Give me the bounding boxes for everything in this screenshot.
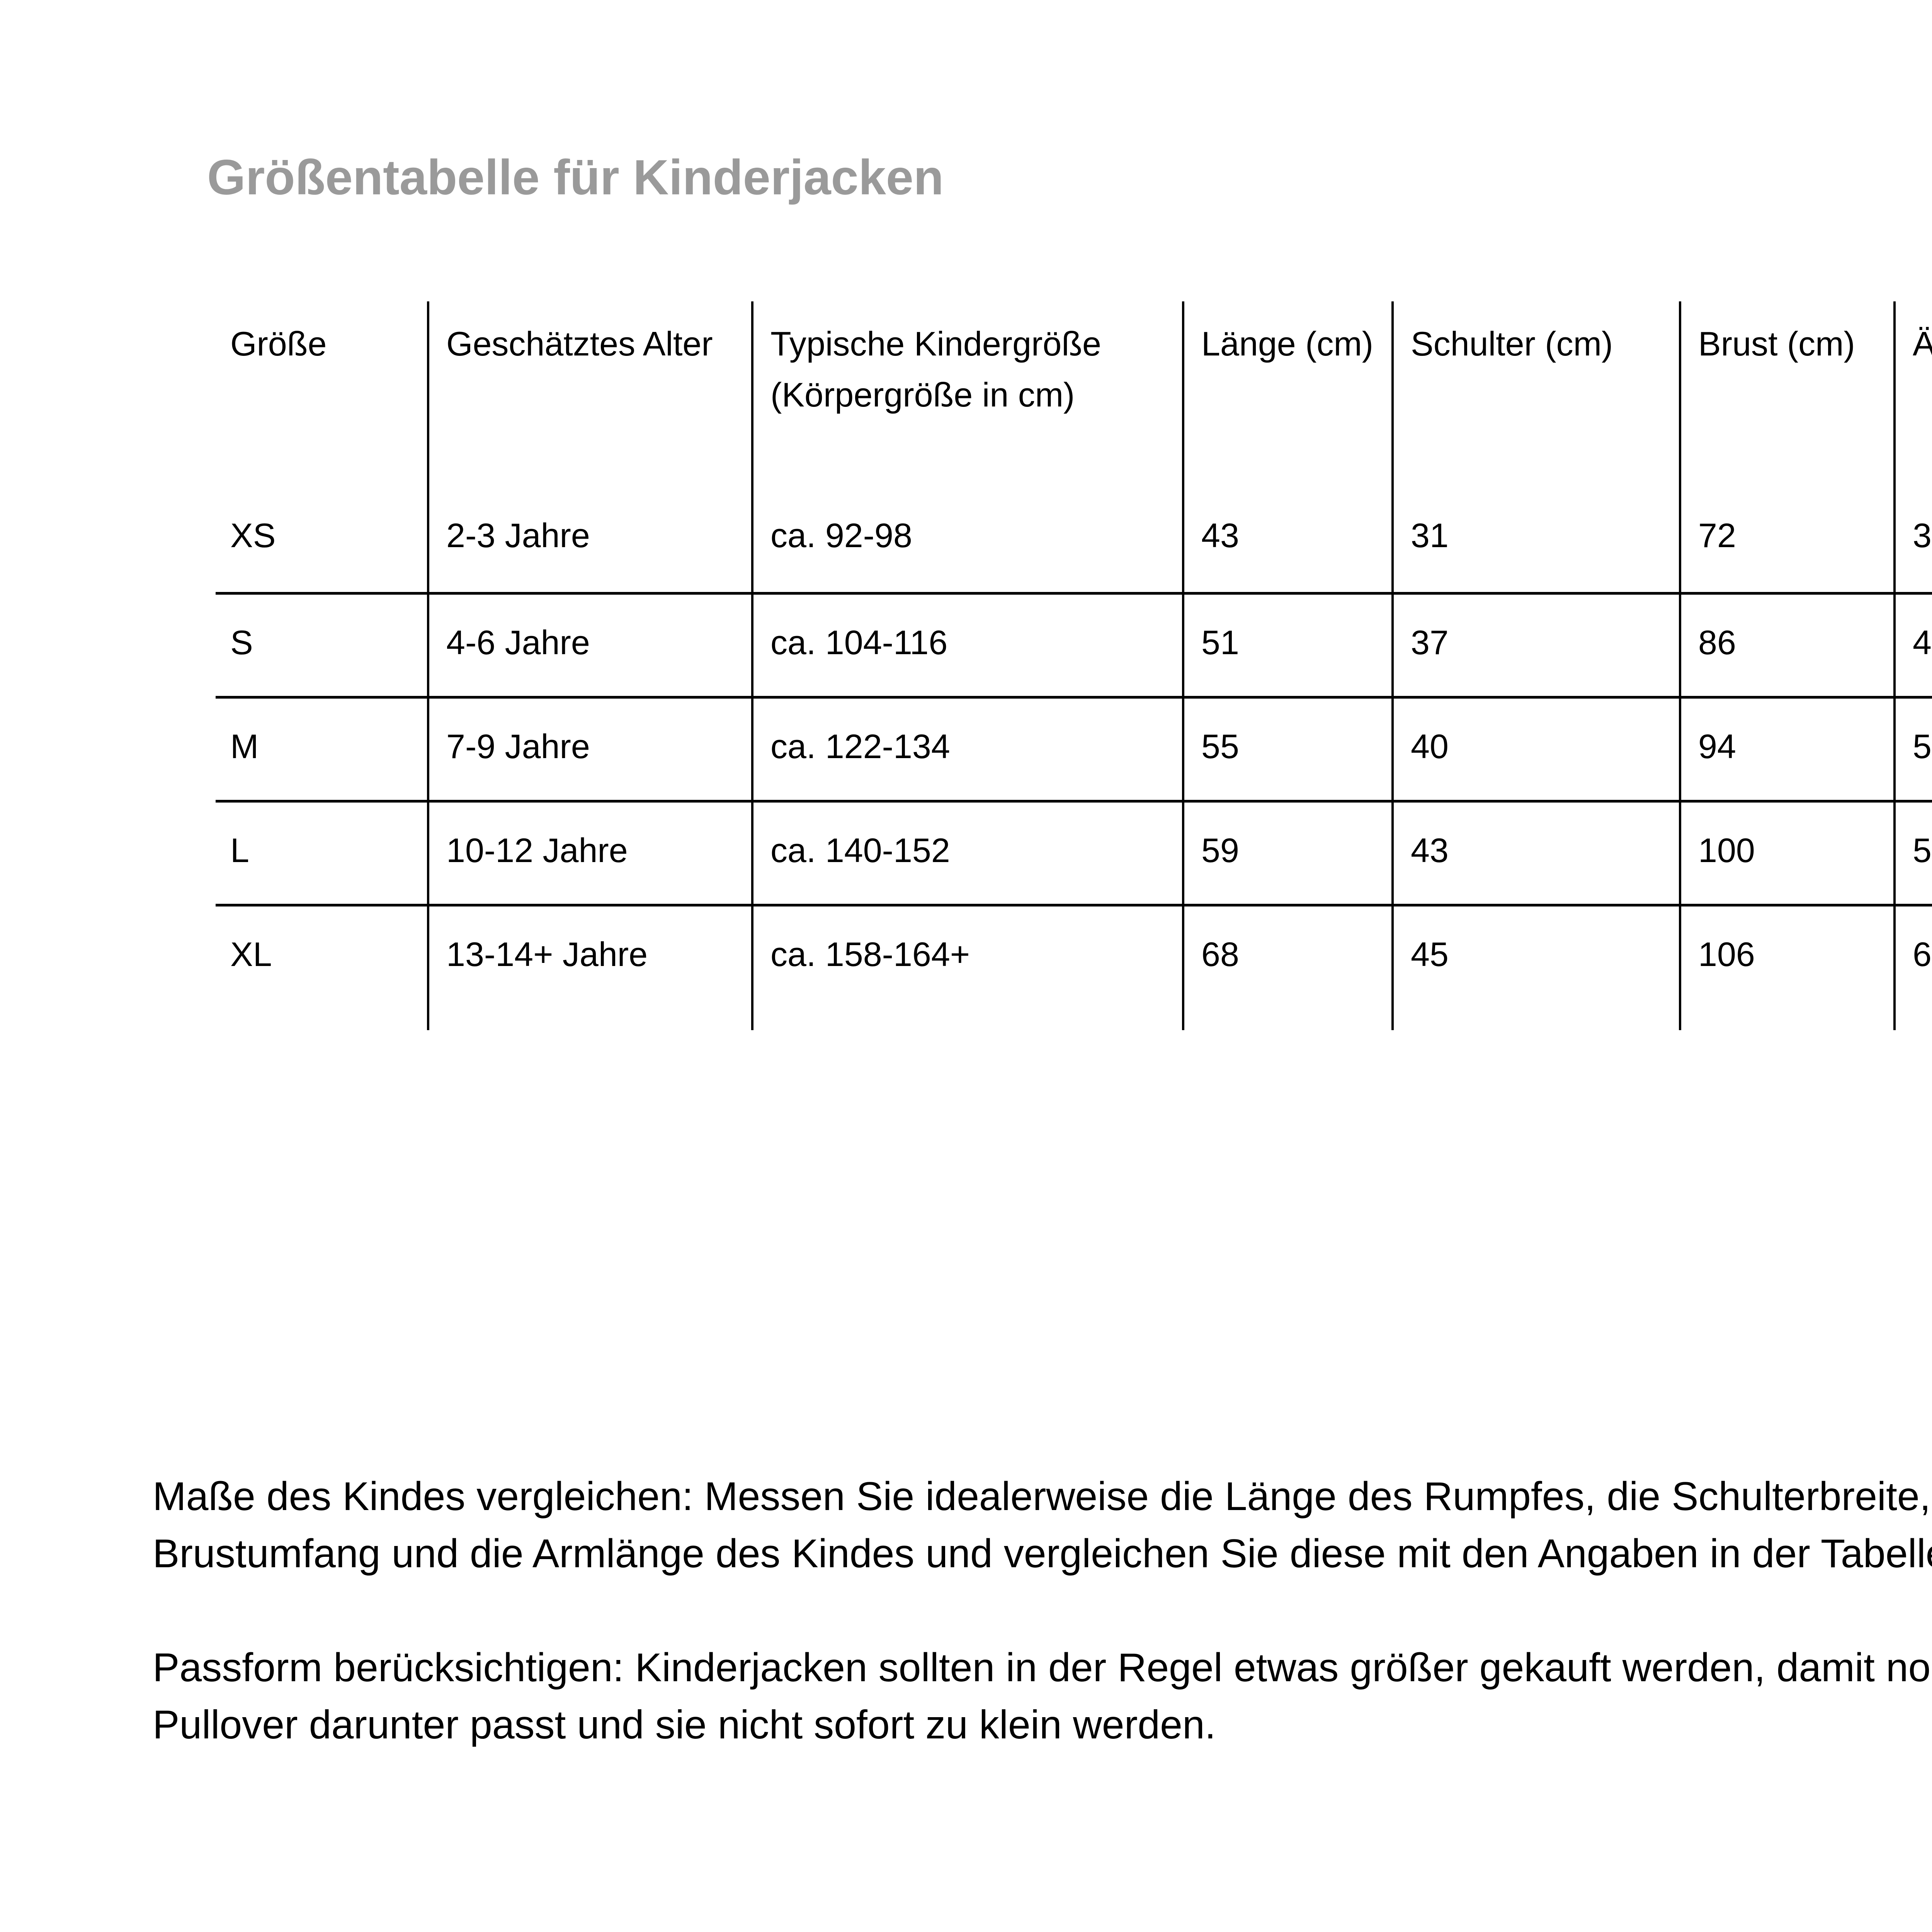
cell-length: 51: [1182, 592, 1393, 697]
note-fit-advice: Passform berücksichtigen: Kinderjacken s…: [153, 1645, 1932, 1748]
cell-chest: 72: [1679, 482, 1895, 594]
cell-height: ca. 122-134: [751, 696, 1183, 801]
column-header-size: Größe: [230, 325, 327, 363]
table-row: L 10-12 Jahre ca. 140-152 59 43 100 53: [216, 800, 1932, 905]
table-header-row: Größe Geschätztes Alter Typische Kinderg…: [216, 301, 1932, 482]
cell-sleeve: 53: [1893, 800, 1932, 905]
cell-chest: 86: [1679, 592, 1895, 697]
cell-age: 7-9 Jahre: [427, 696, 752, 801]
cell-shoulder: 43: [1391, 800, 1680, 905]
column-header-age: Geschätztes Alter: [427, 301, 752, 482]
cell-sleeve: 66: [1893, 904, 1932, 1030]
cell-height: ca. 140-152: [751, 800, 1183, 905]
table-row: XS 2-3 Jahre ca. 92-98 43 31 72 38: [216, 482, 1932, 594]
cell-size: M: [216, 696, 428, 801]
table-row: XL 13-14+ Jahre ca. 158-164+ 68 45 106 6…: [216, 904, 1932, 1030]
cell-sleeve: 50: [1893, 696, 1932, 801]
column-header-sleeve: Ärmel (cm): [1893, 301, 1932, 482]
notes-section: Maße des Kindes vergleichen: Messen Sie …: [153, 1468, 1932, 1754]
cell-age: 13-14+ Jahre: [427, 904, 752, 1030]
cell-size: XS: [230, 516, 276, 554]
table-row: S 4-6 Jahre ca. 104-116 51 37 86 46: [216, 592, 1932, 697]
column-header-chest: Brust (cm): [1679, 301, 1895, 482]
cell-height: ca. 92-98: [751, 482, 1183, 594]
cell-sleeve: 46: [1893, 592, 1932, 697]
column-header-length: Länge (cm): [1182, 301, 1393, 482]
table-header: Größe Geschätztes Alter Typische Kinderg…: [216, 301, 1932, 482]
cell-size: XL: [216, 904, 428, 1030]
cell-size: S: [216, 592, 428, 697]
cell-height: ca. 104-116: [751, 592, 1183, 697]
cell-shoulder: 45: [1391, 904, 1680, 1030]
cell-shoulder: 37: [1391, 592, 1680, 697]
column-header-height: Typische Kindergröße (Körpergröße in cm): [751, 301, 1183, 482]
page-title: Größentabelle für Kinderjacken: [207, 150, 944, 205]
table-body: XS 2-3 Jahre ca. 92-98 43 31 72 38 S 4-6…: [216, 482, 1932, 1030]
cell-sleeve: 38: [1893, 482, 1932, 594]
cell-chest: 94: [1679, 696, 1895, 801]
table-row: M 7-9 Jahre ca. 122-134 55 40 94 50: [216, 696, 1932, 801]
cell-size: L: [216, 800, 428, 905]
note-measure-child: Maße des Kindes vergleichen: Messen Sie …: [153, 1474, 1932, 1576]
cell-length: 68: [1182, 904, 1393, 1030]
size-chart-table: Größe Geschätztes Alter Typische Kinderg…: [216, 301, 1932, 1030]
cell-chest: 106: [1679, 904, 1895, 1030]
cell-age: 10-12 Jahre: [427, 800, 752, 905]
cell-length: 43: [1182, 482, 1393, 594]
cell-chest: 100: [1679, 800, 1895, 905]
cell-length: 59: [1182, 800, 1393, 905]
cell-length: 55: [1182, 696, 1393, 801]
cell-height: ca. 158-164+: [751, 904, 1183, 1030]
column-header-shoulder: Schulter (cm): [1391, 301, 1680, 482]
cell-shoulder: 31: [1391, 482, 1680, 594]
cell-age: 4-6 Jahre: [427, 592, 752, 697]
cell-shoulder: 40: [1391, 696, 1680, 801]
cell-age: 2-3 Jahre: [427, 482, 752, 594]
